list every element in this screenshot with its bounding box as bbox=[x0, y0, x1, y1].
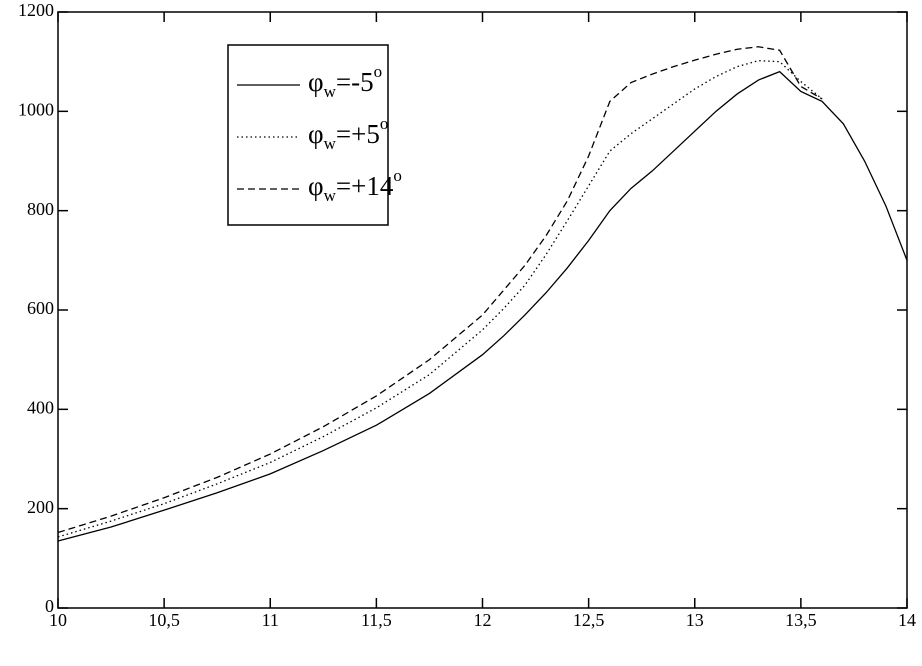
series-line bbox=[57, 60, 823, 538]
y-tick-label: 600 bbox=[27, 298, 54, 318]
y-tick-label: 0 bbox=[45, 596, 54, 616]
plot-frame bbox=[57, 11, 908, 609]
x-tick-label: 11 bbox=[262, 610, 279, 630]
x-tick-label: 10 bbox=[49, 610, 67, 630]
x-tick-label: 14 bbox=[898, 610, 916, 630]
y-tick-label: 200 bbox=[27, 497, 54, 517]
y-tick-label: 1200 bbox=[18, 0, 54, 20]
x-tick-label: 11,5 bbox=[361, 610, 392, 630]
legend-box bbox=[227, 44, 389, 226]
x-tick-label: 13 bbox=[686, 610, 704, 630]
y-tick-label: 400 bbox=[27, 397, 54, 417]
series-line bbox=[57, 46, 823, 534]
x-tick-label: 12 bbox=[474, 610, 492, 630]
x-tick-label: 13,5 bbox=[785, 610, 817, 630]
x-tick-label: 10,5 bbox=[148, 610, 180, 630]
legend: φw=-5o φw=+5o φw=+14o bbox=[227, 44, 402, 226]
y-tick-label: 1000 bbox=[18, 99, 54, 119]
legend-label: φw=-5o bbox=[308, 62, 382, 101]
x-tick-label: 12,5 bbox=[573, 610, 605, 630]
series-line bbox=[57, 70, 908, 542]
legend-label: φw=+5o bbox=[308, 114, 388, 153]
y-tick-label: 800 bbox=[27, 199, 54, 219]
legend-label: φw=+14o bbox=[308, 166, 402, 205]
